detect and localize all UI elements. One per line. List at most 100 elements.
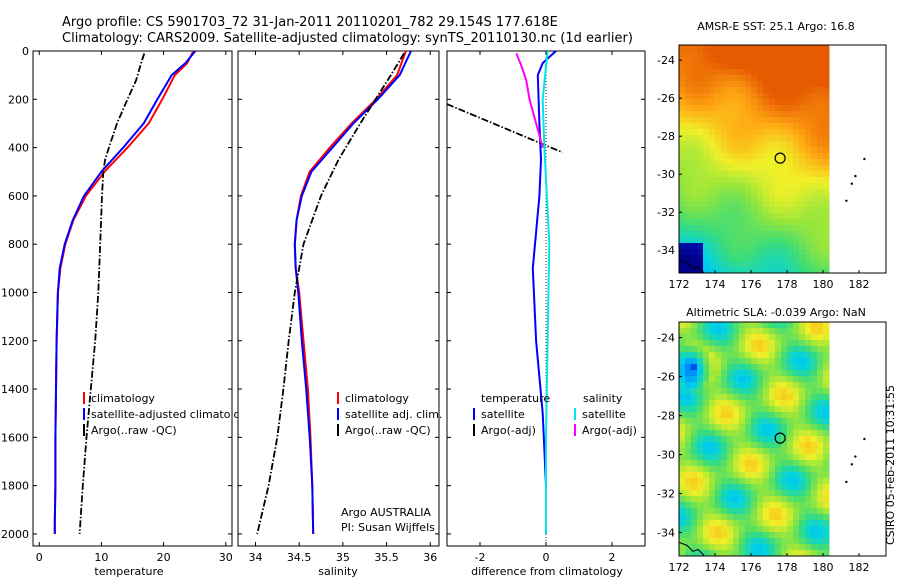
heatmap-cell <box>691 370 698 377</box>
heatmap-cell <box>721 201 728 208</box>
heatmap-cell <box>697 129 704 136</box>
xtick-label: 0 <box>36 551 43 564</box>
heatmap-cell <box>751 129 758 136</box>
heatmap-cell <box>823 436 830 443</box>
xtick-label: 34.5 <box>287 551 312 564</box>
heatmap-cell <box>757 159 764 166</box>
heatmap-cell <box>757 195 764 202</box>
heatmap-cell <box>685 346 692 353</box>
heatmap-cell <box>781 261 788 268</box>
heatmap-cell <box>805 388 812 395</box>
heatmap-cell <box>697 243 704 250</box>
heatmap-cell <box>733 243 740 250</box>
heatmap-cell <box>811 340 818 347</box>
heatmap-cell <box>763 496 770 503</box>
heatmap-cell <box>685 45 692 52</box>
heatmap-cell <box>769 340 776 347</box>
heatmap-cell <box>685 334 692 341</box>
heatmap-cell <box>697 436 704 443</box>
heatmap-cell <box>727 334 734 341</box>
heatmap-cell <box>733 388 740 395</box>
heatmap-cell <box>763 508 770 515</box>
heatmap-cell <box>793 322 800 329</box>
heatmap-cell <box>685 484 692 491</box>
heatmap-cell <box>823 123 830 130</box>
heatmap-cell <box>811 93 818 100</box>
heatmap-cell <box>703 69 710 76</box>
heatmap-cell <box>727 322 734 329</box>
heatmap-cell <box>739 382 746 389</box>
heatmap-cell <box>823 334 830 341</box>
heatmap-cell <box>715 213 722 220</box>
heatmap-cell <box>745 520 752 527</box>
heatmap-cell <box>823 57 830 64</box>
heatmap-cell <box>757 243 764 250</box>
heatmap-cell <box>721 478 728 485</box>
heatmap-cell <box>715 430 722 437</box>
heatmap-cell <box>733 436 740 443</box>
heatmap-cell <box>805 261 812 268</box>
heatmap-cell <box>775 424 782 431</box>
heatmap-cell <box>685 171 692 178</box>
heatmap-cell <box>721 364 728 371</box>
heatmap-cell <box>817 51 824 58</box>
heatmap-cell <box>775 207 782 214</box>
heatmap-cell <box>823 418 830 425</box>
heatmap-cell <box>799 93 806 100</box>
heatmap-cell <box>709 141 716 148</box>
heatmap-cell <box>679 255 686 262</box>
heatmap-cell <box>691 75 698 82</box>
heatmap-cell <box>733 334 740 341</box>
heatmap-cell <box>697 364 704 371</box>
heatmap-cell <box>679 159 686 166</box>
heatmap-cell <box>775 129 782 136</box>
heatmap-cell <box>811 105 818 112</box>
heatmap-cell <box>823 267 830 273</box>
heatmap-cell <box>787 364 794 371</box>
heatmap-cell <box>775 550 782 556</box>
heatmap-cell <box>811 159 818 166</box>
heatmap-cell <box>709 406 716 413</box>
heatmap-cell <box>817 111 824 118</box>
heatmap-cell <box>793 526 800 533</box>
heatmap-cell <box>823 490 830 497</box>
heatmap-cell <box>745 105 752 112</box>
heatmap-cell <box>697 135 704 142</box>
heatmap-cell <box>823 400 830 407</box>
heatmap-cell <box>739 255 746 262</box>
heatmap-cell <box>769 526 776 533</box>
heatmap-cell <box>775 135 782 142</box>
heatmap-cell <box>757 63 764 70</box>
heatmap-cell <box>709 376 716 383</box>
coastline <box>679 259 705 273</box>
heatmap-cell <box>739 514 746 521</box>
heatmap-cell <box>679 400 686 407</box>
heatmap-cell <box>727 123 734 130</box>
salinity-xlabel: salinity <box>318 565 358 578</box>
heatmap-cell <box>751 550 758 556</box>
heatmap-cell <box>745 213 752 220</box>
map-ytick-label: -28 <box>657 410 675 423</box>
heatmap-cell <box>751 448 758 455</box>
heatmap-cell <box>763 189 770 196</box>
heatmap-cell <box>745 165 752 172</box>
heatmap-cell <box>769 544 776 551</box>
heatmap-cell <box>805 123 812 130</box>
heatmap-cell <box>817 394 824 401</box>
heatmap-cell <box>811 532 818 539</box>
heatmap-cell <box>811 225 818 232</box>
heatmap-cell <box>697 424 704 431</box>
heatmap-cell <box>697 261 704 268</box>
map-xtick-label: 180 <box>813 278 834 291</box>
heatmap-cell <box>721 75 728 82</box>
heatmap-cell <box>757 328 764 335</box>
heatmap-cell <box>811 430 818 437</box>
heatmap-cell <box>733 538 740 545</box>
heatmap-cell <box>739 544 746 551</box>
heatmap-cell <box>709 267 716 273</box>
heatmap-cell <box>709 213 716 220</box>
heatmap-cell <box>799 231 806 238</box>
heatmap-cell <box>745 484 752 491</box>
heatmap-cell <box>799 370 806 377</box>
heatmap-cell <box>763 436 770 443</box>
